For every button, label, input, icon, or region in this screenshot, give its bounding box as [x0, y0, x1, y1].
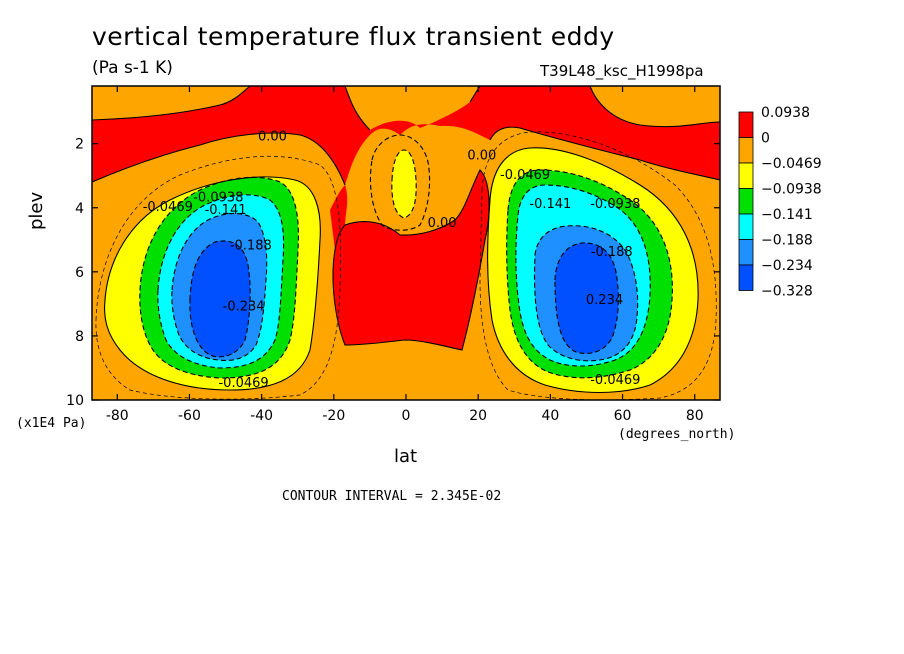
- legend-label: −0.234: [761, 258, 813, 274]
- x-axis: -80 -60 -40 -20 0 20 40 60 80: [106, 86, 704, 424]
- red-connector: [330, 185, 348, 250]
- legend-label: −0.141: [761, 207, 813, 223]
- x-tick-label: 20: [469, 408, 487, 424]
- nh-deep-blue: [555, 242, 619, 354]
- y-tick-label: 10: [66, 393, 84, 409]
- color-legend: 0.0938 0 −0.0469 −0.0938 −0.141 −0.188 −0.234 −…: [738, 105, 822, 300]
- x-axis-units: (degrees_north): [618, 427, 736, 442]
- chart-title: vertical temperature flux transient eddy: [92, 22, 615, 51]
- contour-label: -0.188: [591, 245, 633, 260]
- legend-label: −0.328: [761, 284, 813, 300]
- x-tick-label: -40: [250, 408, 273, 424]
- contour-label: 0.234: [586, 293, 623, 308]
- run-id: T39L48_ksc_H1998pa: [540, 62, 704, 80]
- x-tick-label: -80: [106, 408, 129, 424]
- x-tick-label: -60: [178, 408, 201, 424]
- legend-swatch: [738, 111, 754, 138]
- contour-label: -0.0938: [193, 190, 243, 205]
- x-tick-label: 40: [541, 408, 559, 424]
- y-axis-multiplier: (x1E4 Pa): [16, 416, 87, 431]
- x-tick-label: 0: [402, 408, 411, 424]
- contour-label: -0.0469: [143, 200, 193, 215]
- contour-label-group: 0.000.000.00-0.0469-0.0938-0.141-0.188-0…: [143, 129, 641, 391]
- legend-label: −0.0469: [761, 156, 822, 172]
- contour-label: -0.0469: [500, 168, 550, 183]
- red-top-band: [92, 86, 720, 185]
- legend-label: 0: [761, 131, 770, 147]
- contour-label: -0.0469: [218, 376, 268, 391]
- legend-swatch: [738, 188, 754, 215]
- y-tick-label: 2: [75, 137, 84, 153]
- legend-swatch: [738, 213, 754, 240]
- legend-swatch: [738, 239, 754, 266]
- contour-lines: [92, 86, 720, 400]
- contour-label: -0.0469: [590, 373, 640, 388]
- contour-label: 0.00: [428, 216, 457, 231]
- legend-swatch: [738, 162, 754, 189]
- x-tick-label: -20: [322, 408, 345, 424]
- contour-label: -0.141: [205, 203, 247, 218]
- y-tick-label: 8: [75, 329, 84, 345]
- sh-deep-blue: [189, 240, 251, 357]
- legend-label: −0.188: [761, 233, 813, 249]
- plot-area: [92, 86, 720, 400]
- x-axis-label: lat: [394, 446, 418, 467]
- y-tick-label: 4: [75, 201, 84, 217]
- contour-label: -0.141: [529, 197, 571, 212]
- yellow-inner-island: [391, 150, 417, 218]
- x-tick-label: 80: [686, 408, 704, 424]
- contour-label: 0.00: [467, 149, 496, 164]
- y-tick-label: 6: [75, 265, 84, 281]
- contour-label: -0.0938: [590, 197, 640, 212]
- red-central-column: [333, 170, 490, 350]
- legend-label: 0.0938: [761, 105, 810, 121]
- y-axis: 2 4 6 8 10: [66, 137, 720, 409]
- legend-swatch: [738, 137, 754, 164]
- contour-label: -0.188: [230, 238, 272, 253]
- x-tick-label: 60: [614, 408, 632, 424]
- chart-units: (Pa s-1 K): [92, 58, 173, 78]
- contour-label: -0.234: [223, 299, 265, 314]
- contour-interval: CONTOUR INTERVAL = 2.345E-02: [282, 489, 502, 504]
- legend-swatch: [738, 264, 754, 291]
- contour-label: 0.00: [258, 129, 287, 144]
- legend-label: −0.0938: [761, 182, 822, 198]
